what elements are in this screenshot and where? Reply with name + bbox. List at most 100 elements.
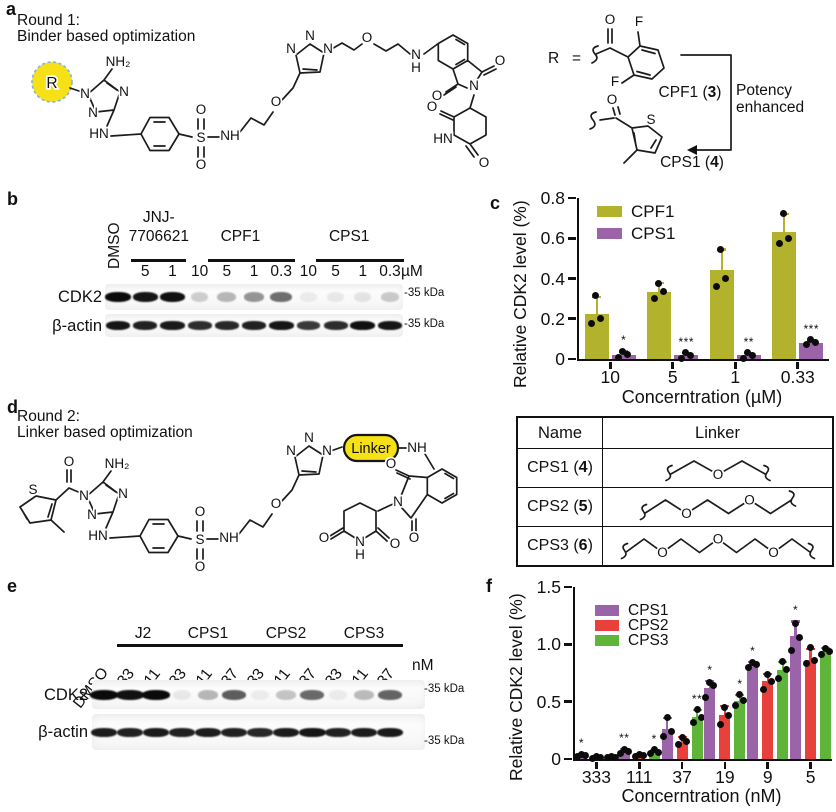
- atom-label: S: [28, 482, 37, 497]
- lane-concentration-label: 0.3: [270, 263, 292, 280]
- atom-label: N: [80, 86, 90, 101]
- protein-row-label: CDK2: [57, 288, 102, 306]
- y-tick-label: 1.0: [536, 634, 561, 655]
- x-tick-label: 0.33: [780, 367, 815, 387]
- blot-band: [381, 292, 399, 302]
- data-dot: [620, 746, 628, 754]
- atom-label: S: [196, 130, 205, 145]
- data-dot: [619, 348, 627, 356]
- data-dot: [717, 721, 725, 729]
- blot-band: [142, 689, 170, 700]
- blot-band: [168, 727, 196, 737]
- group-name: JNJ-: [142, 209, 175, 226]
- atom-label: N: [87, 507, 97, 522]
- group-underline: [316, 259, 404, 262]
- atom-label: NH₂: [106, 54, 131, 69]
- data-dot: [624, 351, 632, 359]
- data-dot: [631, 753, 639, 761]
- bar: [747, 664, 759, 759]
- blot-band: [323, 321, 348, 330]
- data-dot: [616, 749, 624, 757]
- x-tick-mark: [796, 361, 800, 369]
- x-tick-label: 37: [672, 767, 692, 787]
- group-name: 7706621: [128, 228, 189, 245]
- atom-label: S: [195, 532, 204, 547]
- data-dot: [725, 711, 733, 719]
- error-bar: [809, 648, 812, 661]
- atom-label: N: [323, 41, 333, 56]
- x-tick-mark: [595, 761, 598, 769]
- data-dot: [581, 752, 589, 760]
- y-tick-mark: [564, 757, 572, 761]
- group-name: CPS1: [328, 228, 370, 245]
- data-dot: [607, 753, 615, 761]
- x-tick-mark: [723, 761, 727, 769]
- atom-label: N: [393, 494, 403, 509]
- unit-label: nM: [412, 657, 434, 674]
- atom-label: R: [46, 75, 57, 92]
- blot-band: [377, 321, 403, 330]
- error-bar: [658, 282, 661, 292]
- data-dot: [603, 754, 611, 762]
- legend-item: CPS2: [595, 618, 669, 633]
- molecular-weight-marker: -35 kDa: [404, 287, 445, 299]
- bar: [674, 355, 699, 359]
- blot-band: [220, 727, 248, 737]
- blot-band: [222, 689, 246, 700]
- data-dot: [667, 727, 675, 735]
- x-tick-mark: [637, 761, 641, 769]
- bar: [661, 729, 673, 759]
- data-dot: [775, 675, 783, 683]
- data-dot: [697, 714, 705, 722]
- blot-band: [276, 689, 296, 700]
- error-bar: [695, 709, 699, 717]
- data-dot: [736, 691, 744, 699]
- x-tick-label: 333: [581, 767, 612, 787]
- table-row-name: CPS3 (6): [518, 526, 602, 565]
- x-tick-mark: [809, 761, 812, 769]
- group-underline: [207, 259, 296, 262]
- blot-band: [300, 689, 324, 700]
- panel-b-label: b: [7, 189, 18, 209]
- peg-bonds: [639, 490, 796, 521]
- data-dot: [779, 209, 787, 217]
- panel-c-label: c: [490, 193, 501, 213]
- atom-label: O: [681, 506, 692, 521]
- significance-stars: *: [621, 333, 627, 348]
- significance-stars: *: [792, 603, 799, 618]
- legend-label: CPS1: [628, 601, 669, 619]
- lane-concentration-label: 10: [299, 263, 318, 280]
- atom-label: O: [64, 454, 75, 469]
- y-tick-mark: [564, 643, 572, 646]
- panel-d-label: d: [7, 397, 18, 417]
- atom-label: N: [88, 105, 98, 120]
- data-dot: [811, 656, 819, 664]
- data-dot: [663, 714, 671, 722]
- data-dot: [674, 740, 682, 748]
- panel-d: d Round 2: Linker based optimization Lin…: [0, 398, 510, 610]
- blot-band: [133, 321, 158, 330]
- data-dot: [722, 275, 730, 282]
- atom-label: N: [322, 443, 332, 458]
- data-dot: [678, 733, 686, 741]
- data-dot: [659, 288, 667, 296]
- x-tick-label: 111: [625, 767, 653, 787]
- atom-label: NH: [220, 128, 240, 143]
- legend: CPF1 CPS1: [597, 200, 675, 244]
- atom-label: N: [286, 41, 296, 56]
- data-dot: [749, 352, 757, 360]
- data-dot: [732, 701, 740, 709]
- data-dot: [650, 746, 658, 754]
- lane-concentration-label: 5: [331, 263, 340, 280]
- data-dot: [710, 682, 718, 690]
- atom-label: O: [271, 94, 282, 109]
- panel-f-label: f: [486, 576, 492, 596]
- data-dot: [686, 352, 694, 360]
- x-tick-label: 5: [667, 367, 678, 387]
- blot-band: [354, 292, 372, 302]
